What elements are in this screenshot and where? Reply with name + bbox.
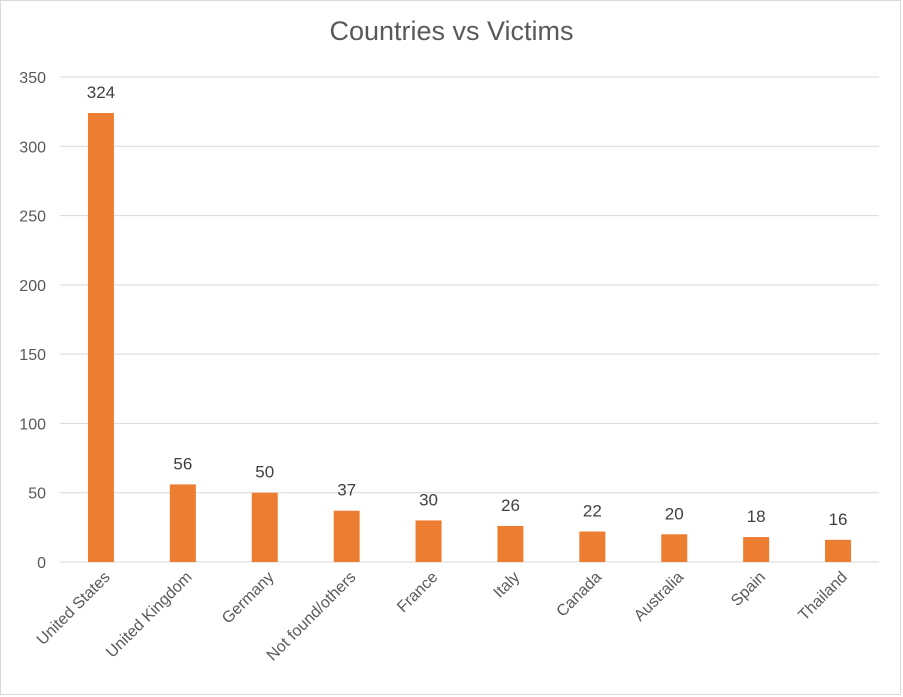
y-tick-label: 350 xyxy=(19,70,46,87)
bar xyxy=(661,534,688,562)
bar-data-label: 18 xyxy=(747,507,766,526)
bar-data-label: 324 xyxy=(87,83,115,102)
data-labels: 324 56 50 37 30 26 22 20 18 16 xyxy=(87,83,848,529)
bar-data-label: 16 xyxy=(829,510,848,529)
x-category-label: Not found/others xyxy=(264,569,360,665)
bar-data-label: 37 xyxy=(337,481,356,500)
bar-data-label: 22 xyxy=(583,502,602,521)
bar-data-label: 26 xyxy=(501,496,520,515)
y-tick-label: 250 xyxy=(19,209,46,226)
bar xyxy=(169,484,196,562)
bar xyxy=(579,531,606,562)
bar-data-label: 50 xyxy=(255,463,274,482)
x-category-label: United States xyxy=(34,569,114,649)
y-tick-label: 150 xyxy=(19,347,46,364)
bar-data-label: 20 xyxy=(665,504,684,523)
y-axis-tick-labels: 0 50 100 150 200 250 300 350 xyxy=(19,70,46,572)
x-category-label: Thailand xyxy=(795,569,850,624)
chart-title: Countries vs Victims xyxy=(329,16,574,46)
x-category-label: Spain xyxy=(728,569,769,610)
bar-data-label: 56 xyxy=(173,454,192,473)
x-category-label: Italy xyxy=(491,569,524,602)
x-category-label: Canada xyxy=(554,569,606,621)
bar xyxy=(497,525,524,562)
y-tick-label: 300 xyxy=(19,139,46,156)
y-tick-label: 200 xyxy=(19,278,46,295)
y-tick-label: 0 xyxy=(37,555,46,572)
x-category-label: United Kingdom xyxy=(103,569,196,662)
x-category-label: France xyxy=(394,569,441,616)
y-tick-label: 100 xyxy=(19,416,46,433)
y-tick-label: 50 xyxy=(28,486,46,503)
gridlines xyxy=(60,76,879,563)
bar xyxy=(415,520,442,562)
bar xyxy=(251,492,278,562)
x-category-label: Australia xyxy=(631,569,687,625)
bar xyxy=(333,510,360,562)
bar xyxy=(743,537,770,562)
bar-data-label: 30 xyxy=(419,490,438,509)
x-category-label: Germany xyxy=(219,569,278,628)
bar xyxy=(825,539,852,562)
bar xyxy=(87,113,114,563)
bars xyxy=(87,113,852,563)
